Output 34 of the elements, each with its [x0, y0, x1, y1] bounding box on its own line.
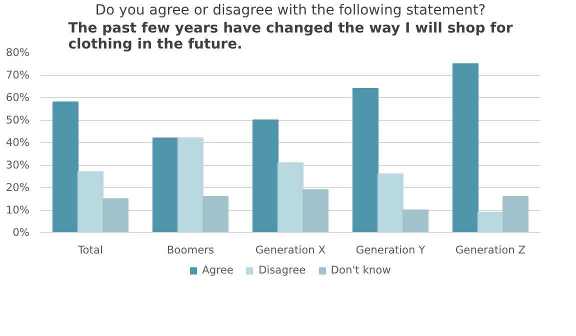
chart-title: Do you agree or disagree with the following statement? [95, 2, 486, 18]
y-tick-label: 30% [6, 158, 30, 172]
bar [452, 63, 478, 232]
bar [152, 138, 178, 232]
x-tick-label: Generation Y [356, 244, 426, 256]
legend-label: Agree [202, 264, 234, 276]
legend-label: Don't know [330, 264, 391, 276]
bar [302, 189, 328, 232]
bar [402, 210, 428, 232]
chart-subtitle: The past few years have changed the way I will shop for clothing in the future. [68, 20, 513, 52]
y-tick-label: 80% [6, 46, 30, 59]
bar [352, 88, 378, 232]
x-tick-label: Total [77, 244, 103, 256]
y-tick-label: 20% [6, 181, 30, 194]
y-tick-label: 0% [12, 226, 30, 239]
y-tick-label: 10% [6, 204, 30, 216]
bar [252, 120, 278, 232]
bar [102, 198, 128, 232]
bar [502, 196, 528, 232]
legend-label: Disagree [258, 264, 306, 276]
bar [478, 212, 504, 232]
x-tick-label: Boomers [166, 244, 215, 256]
bar [378, 174, 404, 232]
y-tick-label: 40% [6, 136, 30, 149]
bar [78, 171, 104, 232]
bar [202, 196, 228, 232]
bar [178, 138, 204, 232]
x-tick-label: Generation Z [455, 244, 526, 256]
y-tick-label: 70% [6, 68, 30, 82]
bar [278, 162, 304, 232]
bar [52, 102, 78, 232]
x-tick-label: Generation X [255, 244, 326, 256]
y-tick-label: 60% [6, 91, 30, 104]
y-tick-label: 50% [6, 114, 30, 126]
